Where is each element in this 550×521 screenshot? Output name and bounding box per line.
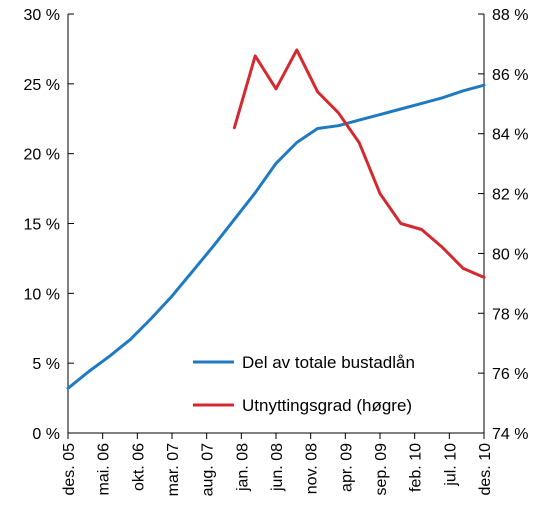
right-tick-label: 86 % bbox=[492, 67, 528, 84]
right-tick-label: 80 % bbox=[492, 246, 528, 263]
legend-label-series-0: Del av totale bustadlån bbox=[242, 353, 415, 372]
x-tick-label: des. 05 bbox=[61, 443, 78, 496]
left-tick-label: 25 % bbox=[24, 77, 60, 94]
right-tick-label: 82 % bbox=[492, 187, 528, 204]
x-tick-label: jul. 10 bbox=[442, 443, 459, 487]
right-tick-label: 88 % bbox=[492, 7, 528, 24]
left-tick-label: 10 % bbox=[24, 286, 60, 303]
legend-label-series-1: Utnyttingsgrad (høgre) bbox=[242, 396, 412, 415]
right-tick-label: 84 % bbox=[492, 127, 528, 144]
x-tick-label: feb. 10 bbox=[408, 443, 425, 492]
left-tick-label: 5 % bbox=[32, 356, 60, 373]
legend: Del av totale bustadlån Utnyttingsgrad (… bbox=[193, 353, 415, 415]
x-tick-label: des. 10 bbox=[477, 443, 494, 496]
x-tick-label: apr. 09 bbox=[338, 443, 355, 492]
series-layer bbox=[66, 48, 486, 390]
right-tick-label: 74 % bbox=[492, 426, 528, 443]
series-line-1 bbox=[232, 48, 486, 279]
left-tick-label: 15 % bbox=[24, 217, 60, 234]
x-tick-label: jan. 08 bbox=[234, 443, 251, 492]
left-axis-ticks: 0 % 5 % 10 % 15 % 20 % 25 % 30 % bbox=[24, 7, 74, 443]
x-tick-label: nov. 08 bbox=[304, 443, 321, 494]
x-tick-label: okt. 06 bbox=[130, 443, 147, 491]
x-axis-ticks: des. 05 mai. 06 okt. 06 mar. 07 aug. 07 jan. … bbox=[61, 433, 494, 496]
right-tick-label: 76 % bbox=[492, 366, 528, 383]
left-tick-label: 30 % bbox=[24, 7, 60, 24]
left-tick-label: 20 % bbox=[24, 147, 60, 164]
right-axis-ticks: 74 % 76 % 78 % 80 % 82 % 84 % 86 % 88 % bbox=[478, 7, 528, 443]
series-line-0 bbox=[66, 83, 486, 390]
left-tick-label: 0 % bbox=[32, 426, 60, 443]
x-tick-label: mai. 06 bbox=[96, 443, 113, 496]
x-tick-label: sep. 09 bbox=[373, 443, 390, 496]
right-tick-label: 78 % bbox=[492, 306, 528, 323]
x-tick-label: mar. 07 bbox=[165, 443, 182, 496]
x-tick-label: jun. 08 bbox=[269, 443, 286, 492]
x-tick-label: aug. 07 bbox=[200, 443, 217, 496]
